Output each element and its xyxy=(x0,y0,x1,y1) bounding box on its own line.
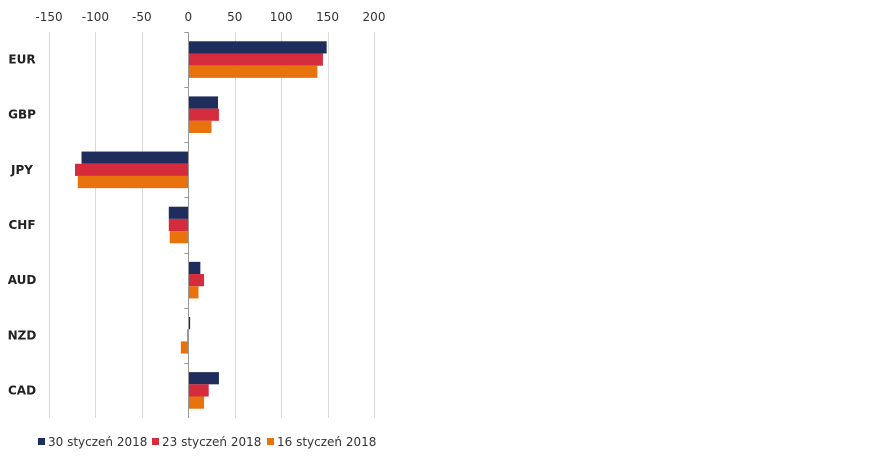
category-label: JPY xyxy=(10,163,33,177)
bar-gbp-series-3 xyxy=(188,120,212,134)
legend-label: 23 styczeń 2018 xyxy=(162,435,261,449)
bar-aud-series-1 xyxy=(188,261,201,275)
legend: 30 styczeń 2018 23 styczeń 2018 16 styczeń… xyxy=(38,435,376,449)
zero-axis-layer xyxy=(184,32,189,418)
x-tick-label: -100 xyxy=(82,10,109,24)
x-tick-label: 50 xyxy=(227,10,242,24)
category-label: CAD xyxy=(8,383,36,397)
bar-chf-series-1 xyxy=(168,206,189,219)
bar-gbp-series-2 xyxy=(188,108,219,121)
x-axis-ticks: -150 -100 -50 0 50 100 150 200 xyxy=(35,10,385,24)
bar-eur-series-2 xyxy=(188,53,323,66)
x-tick-label: 200 xyxy=(363,10,386,24)
bar-jpy-series-2 xyxy=(75,163,189,176)
category-label: NZD xyxy=(8,328,37,342)
x-tick-label: -150 xyxy=(35,10,62,24)
bar-jpy-series-3 xyxy=(77,175,189,189)
bar-gbp-series-1 xyxy=(188,96,218,109)
x-tick-label: 150 xyxy=(316,10,339,24)
bar-nzd-series-2 xyxy=(187,329,189,342)
category-labels: EUR GBP JPY CHF AUD NZD CAD xyxy=(8,53,37,398)
bar-chf-series-2 xyxy=(168,218,189,232)
bar-aud-series-2 xyxy=(188,274,205,287)
bar-cad-series-3 xyxy=(188,396,205,409)
category-label: AUD xyxy=(8,273,37,287)
legend-label: 30 styczeń 2018 xyxy=(48,435,147,449)
bar-cad-series-2 xyxy=(188,384,209,397)
bar-aud-series-3 xyxy=(188,286,199,299)
bar-nzd-series-3 xyxy=(180,341,189,354)
category-label: EUR xyxy=(8,53,35,67)
legend-swatch xyxy=(152,438,159,445)
bar-jpy-series-1 xyxy=(81,151,189,164)
legend-swatch xyxy=(38,438,45,445)
category-label: GBP xyxy=(8,108,36,122)
bar-nzd-series-1 xyxy=(188,316,191,330)
bar-eur-series-1 xyxy=(188,41,327,54)
bar-cad-series-1 xyxy=(188,372,219,385)
grid-layer xyxy=(49,32,375,418)
x-tick-label: -50 xyxy=(132,10,152,24)
bar-eur-series-3 xyxy=(188,65,318,78)
bars-layer xyxy=(75,41,327,409)
legend-swatch xyxy=(267,438,274,445)
legend-label: 16 styczeń 2018 xyxy=(277,435,376,449)
bar-chf-series-3 xyxy=(169,231,189,244)
x-tick-label: 100 xyxy=(270,10,293,24)
category-label: CHF xyxy=(8,218,35,232)
x-tick-label: 0 xyxy=(184,10,192,24)
